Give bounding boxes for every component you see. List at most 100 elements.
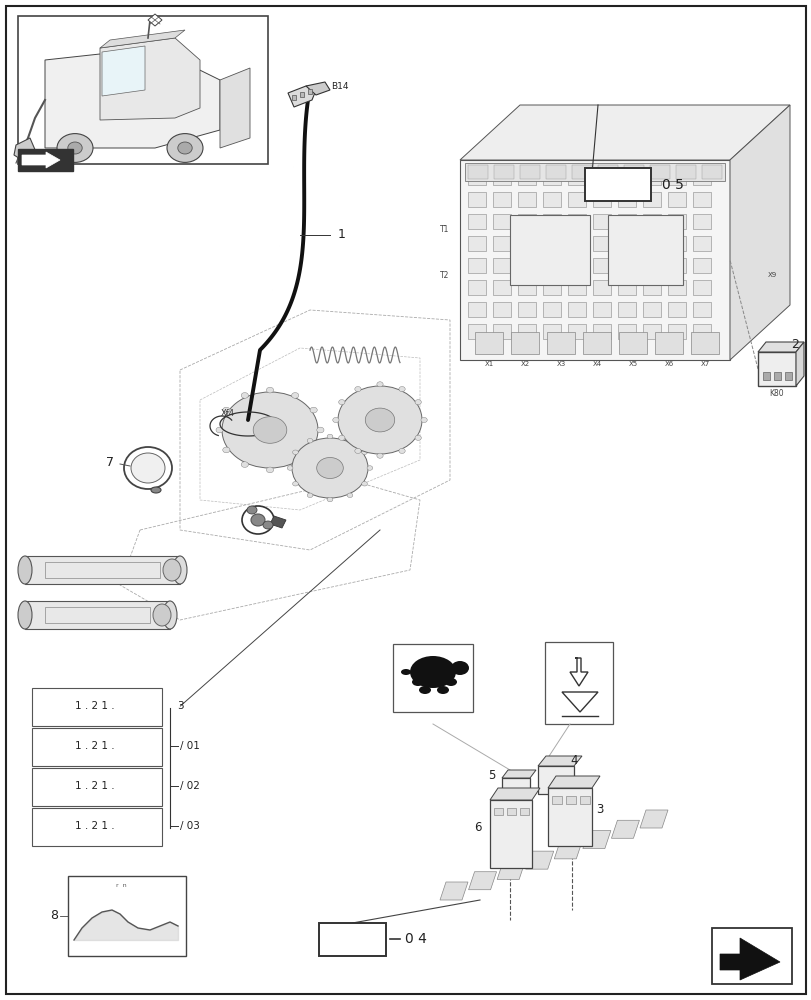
Bar [543, 170, 560, 185]
Bar [568, 192, 586, 207]
Bar [667, 258, 685, 273]
Bar [592, 170, 610, 185]
Bar [592, 324, 610, 339]
Bar [501, 778, 530, 800]
Ellipse shape [310, 447, 317, 453]
Bar [25, 556, 180, 584]
Ellipse shape [247, 506, 257, 514]
Polygon shape [538, 756, 581, 766]
Text: X6: X6 [663, 361, 673, 367]
Bar [299, 92, 303, 97]
Polygon shape [795, 342, 803, 386]
Bar [667, 192, 685, 207]
Ellipse shape [67, 142, 82, 154]
Ellipse shape [401, 669, 410, 675]
Bar [467, 280, 486, 295]
Bar [519, 808, 528, 815]
Ellipse shape [131, 453, 165, 483]
Polygon shape [554, 841, 581, 859]
Bar [460, 160, 729, 360]
Text: 8: 8 [50, 909, 58, 922]
Text: / 03: / 03 [180, 821, 200, 831]
Ellipse shape [420, 417, 427, 423]
Polygon shape [460, 105, 789, 160]
Bar [773, 372, 780, 380]
Ellipse shape [253, 417, 286, 443]
Bar [517, 324, 535, 339]
Bar [517, 280, 535, 295]
Bar [32, 688, 162, 726]
Text: T2: T2 [440, 270, 449, 279]
Ellipse shape [251, 514, 264, 526]
Bar [506, 808, 515, 815]
Text: 1 . 2 1 .: 1 . 2 1 . [75, 821, 114, 831]
Bar [543, 214, 560, 229]
Ellipse shape [163, 559, 181, 581]
Bar [543, 324, 560, 339]
Polygon shape [501, 770, 535, 778]
Bar [545, 165, 565, 179]
Ellipse shape [178, 142, 192, 154]
Polygon shape [306, 82, 329, 95]
Ellipse shape [327, 434, 333, 439]
Text: X5: X5 [628, 361, 637, 367]
Bar [45, 562, 160, 578]
Bar [474, 332, 502, 354]
Text: 3: 3 [177, 701, 183, 711]
Ellipse shape [173, 556, 187, 584]
Bar [393, 644, 473, 712]
Bar [642, 280, 660, 295]
Text: 0 5: 0 5 [662, 178, 684, 192]
Bar [547, 788, 591, 846]
Bar [547, 332, 574, 354]
Bar [510, 332, 539, 354]
Bar [568, 214, 586, 229]
Polygon shape [489, 788, 539, 800]
Bar [702, 165, 721, 179]
Bar [607, 215, 682, 285]
Ellipse shape [18, 601, 32, 629]
Text: 1: 1 [337, 229, 345, 241]
Bar [467, 236, 486, 251]
Ellipse shape [376, 382, 383, 387]
Ellipse shape [354, 448, 361, 453]
Polygon shape [100, 30, 185, 48]
Polygon shape [719, 938, 779, 980]
Bar [493, 808, 502, 815]
Ellipse shape [418, 686, 431, 694]
Bar [509, 215, 590, 285]
Bar [642, 170, 660, 185]
Ellipse shape [376, 453, 383, 458]
Bar [642, 302, 660, 317]
Ellipse shape [444, 678, 457, 686]
Bar [538, 766, 573, 794]
Bar [568, 170, 586, 185]
Text: X3: X3 [556, 361, 565, 367]
Bar [517, 170, 535, 185]
Bar [492, 192, 510, 207]
Ellipse shape [338, 435, 345, 440]
Text: / 01: / 01 [180, 741, 200, 751]
Ellipse shape [365, 408, 394, 432]
Bar [642, 214, 660, 229]
Polygon shape [639, 810, 667, 828]
Bar [654, 332, 682, 354]
Bar [642, 192, 660, 207]
Text: 5: 5 [487, 769, 495, 782]
Bar [543, 236, 560, 251]
Polygon shape [288, 86, 315, 107]
Bar [617, 280, 635, 295]
Text: X9: X9 [766, 272, 775, 278]
Text: 7: 7 [106, 456, 114, 468]
Ellipse shape [414, 435, 421, 440]
Text: Xf4: Xf4 [221, 410, 234, 418]
Ellipse shape [361, 450, 367, 454]
Bar [319, 923, 385, 956]
Bar [25, 601, 169, 629]
Bar [544, 642, 612, 724]
Text: X7: X7 [700, 361, 709, 367]
Bar [489, 800, 531, 868]
Ellipse shape [307, 438, 312, 443]
Bar [711, 928, 791, 984]
Ellipse shape [266, 467, 273, 473]
